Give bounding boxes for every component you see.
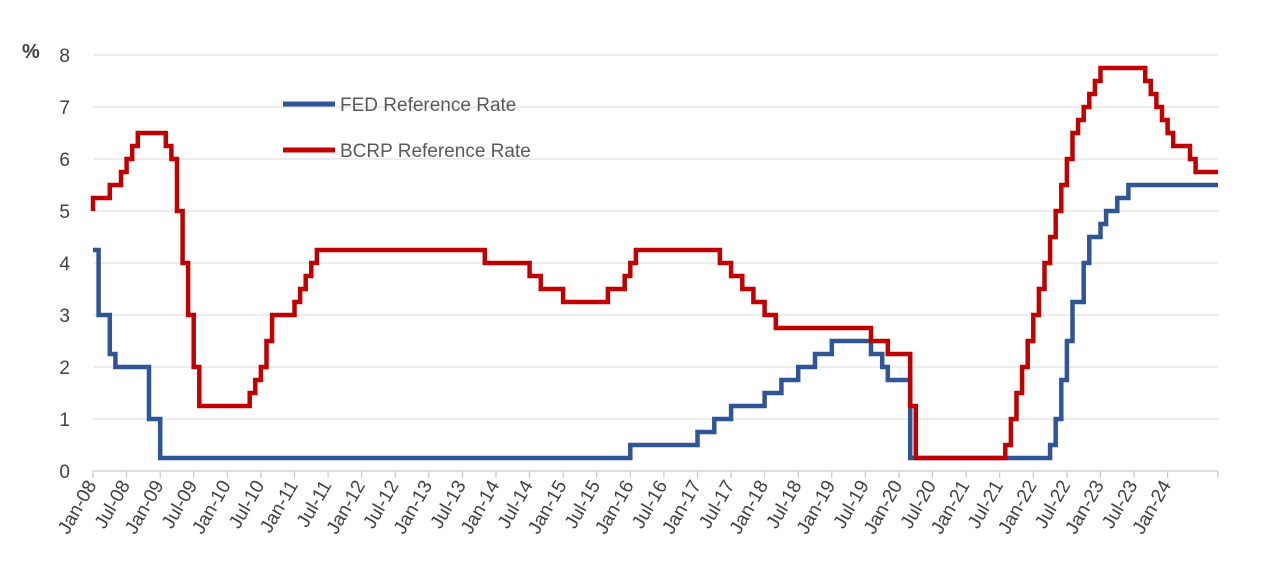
x-axis-ticks: Jan-08Jul-08Jan-09Jul-09Jan-10Jul-10Jan-… — [54, 471, 1219, 538]
legend: FED Reference Rate BCRP Reference Rate — [283, 95, 531, 162]
y-tick-label: 6 — [59, 150, 70, 171]
y-tick-label: 0 — [59, 462, 70, 483]
y-tick-label: 8 — [59, 46, 70, 67]
legend-label-fed: FED Reference Rate — [340, 95, 516, 116]
series-lines — [90, 65, 1218, 461]
y-axis-unit-label: % — [22, 41, 40, 63]
series-line-fed — [93, 182, 1218, 461]
x-tick-label: Jan-08 — [54, 477, 101, 538]
y-tick-label: 4 — [59, 254, 70, 275]
y-tick-label: 3 — [59, 306, 70, 327]
y-tick-label: 2 — [59, 358, 70, 379]
y-tick-label: 1 — [59, 410, 70, 431]
y-axis-ticks: 0 1 2 3 4 5 6 7 8 — [59, 46, 70, 483]
y-tick-label: 5 — [59, 202, 70, 223]
legend-label-bcrp: BCRP Reference Rate — [340, 141, 531, 162]
series-line-bcrp — [90, 65, 1218, 461]
y-tick-label: 7 — [59, 98, 70, 119]
